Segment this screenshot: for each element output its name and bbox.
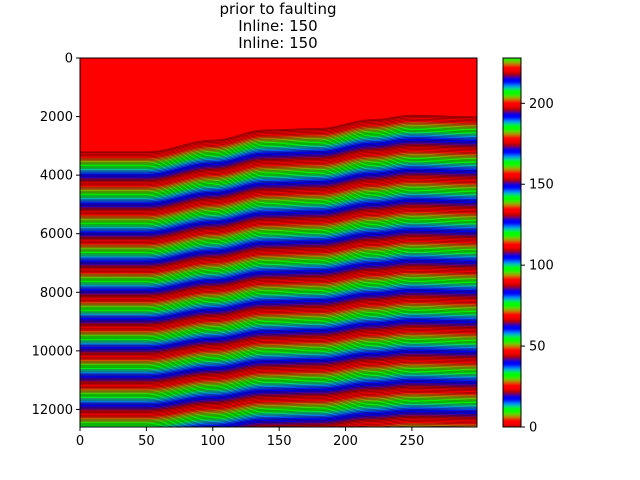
horizon-layer [198,410,477,427]
y-tick-label: 4000 [40,169,73,184]
horizon-layer [354,422,477,427]
colorbar-tick-label: 200 [529,97,554,112]
x-tick-label: 250 [400,434,425,449]
colorbar-tick-label: 50 [529,340,546,355]
x-tick-label: 200 [333,434,358,449]
horizon-layer [246,416,477,427]
horizon-layer [231,413,477,427]
y-tick-label: 10000 [32,344,73,359]
colorbar-tick-label: 150 [529,178,554,193]
x-tick-label: 50 [138,434,155,449]
x-axis: 0 50 100 150 200 250 [76,427,424,449]
plot-frame [79,57,478,428]
horizon-layers [80,114,477,427]
horizon-layer [345,421,477,427]
y-tick-label: 0 [65,52,73,67]
chart-subtitle-2: Inline: 150 [238,34,317,52]
horizon-layer [222,411,477,427]
colorbar-axis: 0 50 100 150 200 [521,97,554,436]
colorbar-tick-label: 100 [529,259,554,274]
x-tick-label: 0 [76,434,84,449]
chart-title: prior to faulting [219,0,336,18]
colorbar-tick-label: 0 [529,421,537,436]
y-tick-label: 12000 [32,403,73,418]
y-tick-label: 2000 [40,110,73,125]
x-tick-label: 150 [267,434,292,449]
colorbar [502,57,522,428]
chart-subtitle-1: Inline: 150 [238,17,317,35]
plot-area [80,58,477,427]
x-tick-label: 100 [200,434,225,449]
horizon-layer [313,418,477,427]
y-tick-label: 6000 [40,227,73,242]
y-axis: 0 2000 4000 6000 8000 10000 12000 [32,52,80,418]
horizon-layer [239,414,477,427]
y-tick-label: 8000 [40,286,73,301]
horizon-layer [256,417,477,427]
